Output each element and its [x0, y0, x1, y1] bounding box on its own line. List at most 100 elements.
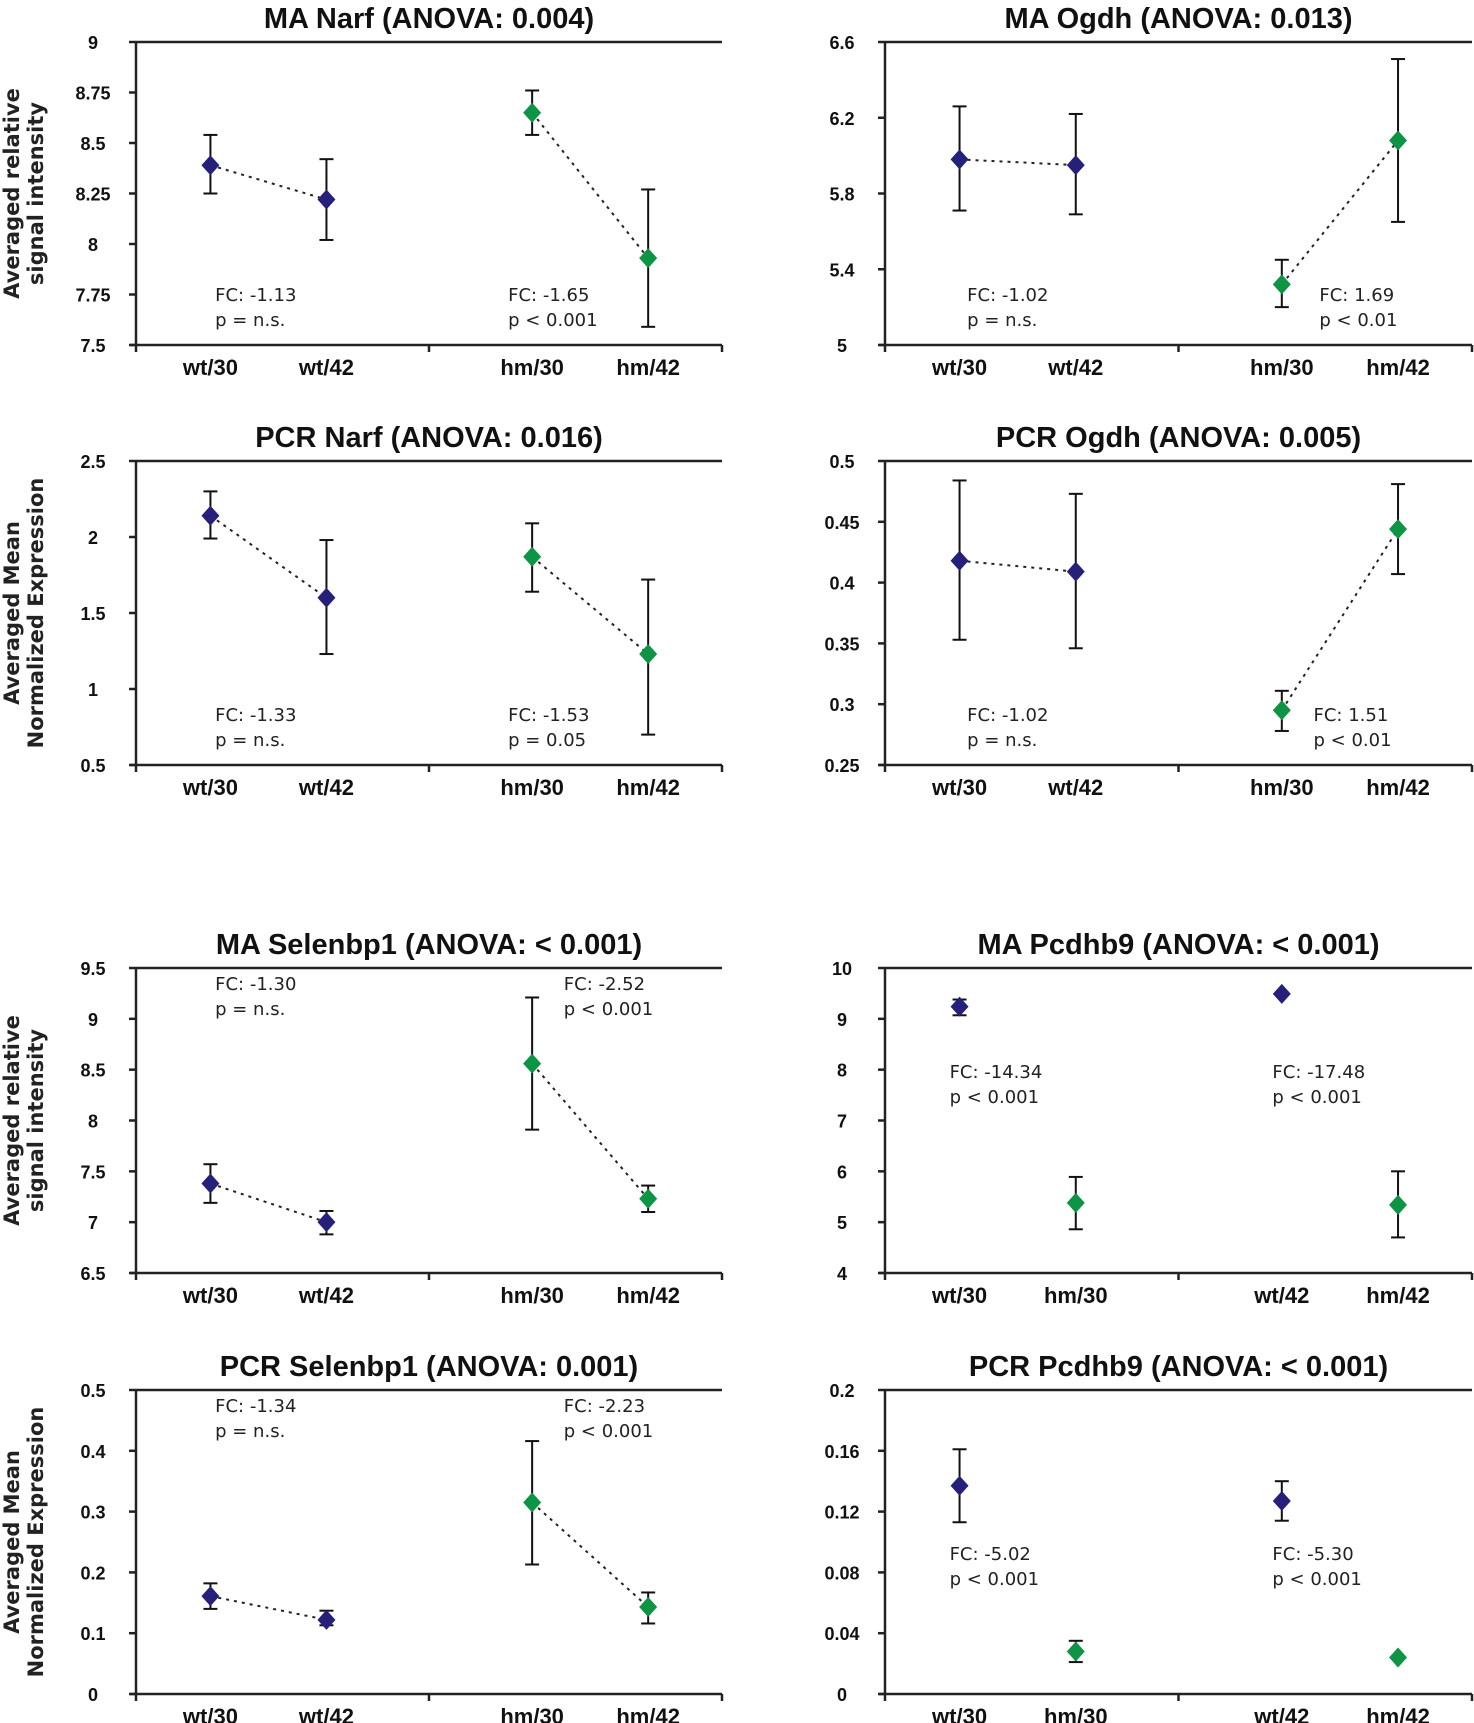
y-tick-label: 0.08 — [824, 1563, 859, 1583]
connector-line — [210, 164, 327, 201]
y-tick-label: 0.5 — [80, 1381, 105, 1401]
p-value-label: p = n.s. — [215, 999, 285, 1020]
y-tick-label: 0.5 — [80, 756, 105, 776]
chart-title: PCR Pcdhb9 (ANOVA: < 0.001) — [969, 1351, 1388, 1383]
x-category-label: wt/42 — [1047, 355, 1103, 380]
connector-line — [210, 1182, 327, 1224]
y-tick-label: 7 — [837, 1112, 847, 1132]
diamond-marker-hm — [639, 644, 658, 665]
diamond-marker-hm — [639, 248, 658, 269]
x-category-label: hm/30 — [500, 355, 564, 380]
panel-ma-ogdh: MA Ogdh (ANOVA: 0.013) 5 5.4 5.8 6.2 6.6 wt/30… — [829, 3, 1474, 380]
y-tick-label: 7.75 — [75, 286, 110, 306]
connector-line — [531, 1501, 649, 1608]
data-point-wt-42 — [1066, 492, 1085, 650]
data-point-wt-30 — [201, 1163, 220, 1204]
y-axis-label: Averaged relative — [0, 88, 24, 299]
y-tick-label: 9 — [88, 1010, 98, 1030]
diamond-marker-hm — [523, 102, 542, 123]
y-tick-label: 0.1 — [80, 1624, 105, 1644]
y-tick-label: 1 — [88, 680, 98, 700]
diamond-marker-wt — [201, 1173, 220, 1194]
data-point-hm-42 — [639, 578, 658, 736]
data-point-wt-42 — [1272, 1480, 1291, 1522]
y-tick-label: 1.5 — [80, 604, 105, 624]
y-tick-label: 0.16 — [824, 1442, 859, 1462]
diamond-marker-wt — [950, 149, 969, 170]
data-point-wt-30 — [201, 490, 220, 540]
x-category-label: hm/42 — [616, 355, 680, 380]
y-tick-label: 0.2 — [829, 1381, 854, 1401]
p-value-label: p < 0.001 — [564, 999, 653, 1020]
fold-change-label: FC: -2.23 — [564, 1396, 645, 1417]
connector-line — [531, 112, 649, 259]
y-tick-label: 8.25 — [75, 185, 110, 205]
y-tick-label: 9 — [837, 1010, 847, 1030]
y-tick-label: 9 — [88, 33, 98, 53]
y-tick-label: 4 — [837, 1264, 847, 1284]
data-point-hm-30 — [523, 522, 542, 593]
fold-change-label: FC: -2.52 — [564, 974, 645, 995]
data-point-wt-42 — [317, 158, 336, 241]
fold-change-label: FC: -1.30 — [215, 974, 296, 995]
chart-title: PCR Selenbp1 (ANOVA: 0.001) — [220, 1351, 638, 1383]
fold-change-label: FC: -1.53 — [508, 705, 589, 726]
fold-change-label: FC: -14.34 — [950, 1062, 1043, 1083]
p-value-label: p = n.s. — [967, 730, 1037, 751]
diamond-marker-hm — [1066, 1192, 1085, 1213]
y-tick-label: 0.3 — [829, 695, 854, 715]
p-value-label: p = n.s. — [215, 730, 285, 751]
diamond-marker-hm — [1389, 130, 1408, 151]
x-category-label: hm/42 — [616, 1704, 680, 1723]
data-point-hm-30 — [523, 89, 542, 136]
fold-change-label: FC: -5.30 — [1272, 1544, 1353, 1565]
diamond-marker-wt — [950, 550, 969, 571]
diamond-marker-wt — [1066, 561, 1085, 582]
x-category-label: hm/42 — [616, 1283, 680, 1308]
diamond-marker-wt — [317, 587, 336, 608]
x-category-label: hm/30 — [500, 1283, 564, 1308]
data-point-hm-30 — [523, 1440, 542, 1566]
x-category-label: hm/30 — [1250, 775, 1314, 800]
data-point-wt-30 — [201, 133, 220, 195]
fold-change-label: FC: -17.48 — [1272, 1062, 1365, 1083]
data-point-hm-30 — [523, 996, 542, 1131]
connector-line — [209, 514, 328, 599]
x-category-label: hm/30 — [500, 775, 564, 800]
diamond-marker-hm — [1389, 1194, 1408, 1215]
diamond-marker-hm — [1272, 700, 1291, 721]
diamond-marker-hm — [639, 1597, 658, 1618]
x-category-label: hm/30 — [1250, 355, 1314, 380]
fold-change-label: FC: -1.33 — [215, 705, 296, 726]
y-tick-label: 0.04 — [824, 1624, 859, 1644]
data-point-hm-30 — [1272, 689, 1291, 732]
data-point-wt-30 — [201, 1582, 220, 1610]
diamond-marker-hm — [1066, 1641, 1085, 1662]
p-value-label: p = n.s. — [967, 310, 1037, 331]
connector-line — [210, 1595, 327, 1621]
data-point-hm-42 — [639, 1591, 658, 1625]
p-value-label: p = 0.05 — [508, 730, 586, 751]
x-category-label: wt/30 — [182, 1283, 238, 1308]
y-tick-label: 0.45 — [824, 513, 859, 533]
x-category-label: hm/30 — [1044, 1704, 1108, 1723]
diamond-marker-hm — [1272, 274, 1291, 295]
data-point-hm-30 — [1066, 1175, 1085, 1231]
diamond-marker-hm — [1389, 1647, 1408, 1668]
diamond-marker-hm — [523, 1492, 542, 1513]
p-value-label: p < 0.001 — [564, 1421, 653, 1442]
connector-line — [531, 555, 649, 655]
panel-pcr-pcdhb9: PCR Pcdhb9 (ANOVA: < 0.001) 0 0.04 0.08 0.12… — [824, 1351, 1474, 1723]
data-point-wt-42 — [317, 1209, 336, 1236]
diamond-marker-wt — [201, 1586, 220, 1607]
y-tick-label: 6.5 — [80, 1264, 105, 1284]
x-category-label: wt/42 — [298, 775, 354, 800]
chart-title: PCR Ogdh (ANOVA: 0.005) — [996, 422, 1361, 454]
y-tick-label: 0.3 — [80, 1503, 105, 1523]
chart-title: MA Narf (ANOVA: 0.004) — [264, 3, 594, 35]
diamond-marker-wt — [1272, 1490, 1291, 1511]
y-tick-label: 8.75 — [75, 84, 110, 104]
x-category-label: wt/30 — [182, 355, 238, 380]
diamond-marker-wt — [317, 1609, 336, 1630]
panel-ma-selenbp1: MA Selenbp1 (ANOVA: < 0.001) 6.5 7 7.5 8 8.5 9… — [0, 929, 724, 1308]
